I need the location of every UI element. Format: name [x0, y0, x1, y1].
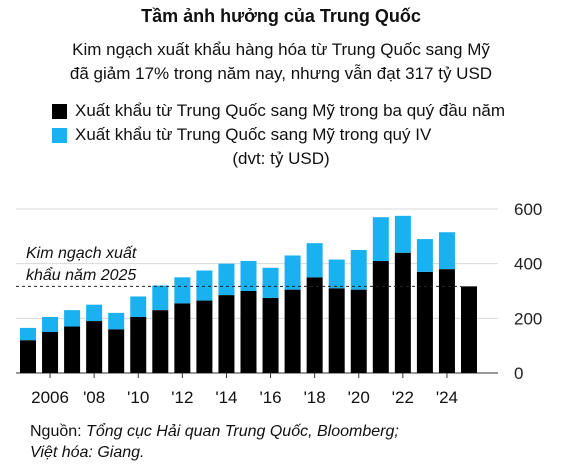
bar-q4	[64, 310, 81, 327]
x-tick-label: '14	[215, 388, 237, 407]
chart-title: Tầm ảnh hưởng của Trung Quốc	[141, 6, 421, 26]
bar-first-three-quarters	[328, 288, 345, 373]
bar-first-three-quarters	[196, 300, 213, 373]
source-prefix: Nguồn:	[30, 423, 87, 440]
x-tick-label: '12	[171, 388, 193, 407]
annotation-line: Kim ngạch xuất	[26, 245, 137, 262]
x-tick-label: '20	[348, 388, 370, 407]
legend: Xuất khẩu từ Trung Quốc sang Mỹ trong ba…	[52, 99, 505, 147]
credit-text: Việt hóa: Giang.	[30, 444, 145, 461]
bar-first-three-quarters	[130, 316, 147, 373]
bar-q4	[306, 243, 323, 278]
bar-q4	[350, 250, 367, 290]
bar-first-three-quarters	[372, 260, 389, 373]
legend-item-first-three-quarters: Xuất khẩu từ Trung Quốc sang Mỹ trong ba…	[52, 99, 505, 123]
bar-first-three-quarters	[42, 332, 59, 373]
legend-item-q4: Xuất khẩu từ Trung Quốc sang Mỹ trong qu…	[52, 123, 505, 147]
bar-q4	[174, 277, 191, 304]
x-tick-label: '24	[436, 388, 458, 407]
y-tick-label: 200	[514, 309, 542, 328]
bar-q4	[108, 312, 125, 330]
bar-q4	[86, 304, 103, 322]
bar-first-three-quarters	[108, 329, 125, 373]
bar-first-three-quarters	[438, 269, 455, 373]
bar-q4	[42, 316, 59, 332]
bar-q4	[240, 260, 257, 291]
bar-first-three-quarters	[152, 310, 169, 373]
x-tick-label: '16	[259, 388, 281, 407]
bar-q4	[438, 232, 455, 270]
x-tick-label: 2006	[31, 388, 69, 407]
bar-q4	[20, 327, 36, 341]
bar-q4	[262, 267, 279, 298]
bar-q4	[196, 270, 213, 301]
bar-first-three-quarters	[64, 326, 81, 373]
source-text: Tổng cục Hải quan Trung Quốc, Bloomberg;	[86, 423, 399, 440]
bar-first-three-quarters	[174, 303, 191, 373]
bar-first-three-quarters	[218, 295, 235, 373]
bar-first-three-quarters	[394, 252, 411, 373]
bar-q4	[284, 255, 301, 290]
legend-swatch-blue	[52, 127, 67, 143]
bar-q4	[130, 296, 147, 317]
legend-label: Xuất khẩu từ Trung Quốc sang Mỹ trong qu…	[75, 125, 432, 144]
unit-label: (dvt: tỷ USD)	[232, 149, 330, 168]
chart-subtitle: Kim ngạch xuất khẩu hàng hóa từ Trung Qu…	[0, 38, 562, 86]
x-tick-label: '18	[304, 388, 326, 407]
legend-swatch-black	[52, 103, 67, 119]
bar-q4	[218, 263, 235, 296]
bar-first-three-quarters	[262, 297, 279, 373]
bar-first-three-quarters	[416, 271, 433, 373]
bar-first-three-quarters	[20, 340, 36, 373]
bar-q4	[152, 285, 169, 311]
bar-first-three-quarters	[306, 277, 323, 373]
bar-q4	[328, 259, 345, 289]
bar-first-three-quarters	[86, 321, 103, 373]
y-tick-label: 600	[514, 200, 542, 219]
legend-label: Xuất khẩu từ Trung Quốc sang Mỹ trong ba…	[75, 101, 506, 120]
bar-first-three-quarters	[461, 286, 477, 373]
bar-first-three-quarters	[284, 289, 301, 373]
x-tick-label: '10	[127, 388, 149, 407]
x-tick-label: '22	[392, 388, 414, 407]
y-tick-label: 400	[514, 255, 542, 274]
source-note: Nguồn: Tổng cục Hải quan Trung Quốc, Blo…	[30, 421, 399, 463]
subtitle-line-2: đã giảm 17% trong năm nay, nhưng vẫn đạt…	[69, 64, 493, 83]
x-tick-label: '08	[83, 388, 105, 407]
bar-q4	[394, 215, 411, 253]
y-tick-label: 0	[514, 364, 523, 383]
bar-first-three-quarters	[240, 291, 257, 373]
bar-q4	[372, 217, 389, 261]
bar-q4	[416, 239, 433, 272]
subtitle-line-1: Kim ngạch xuất khẩu hàng hóa từ Trung Qu…	[72, 40, 490, 59]
annotation-line: khẩu năm 2025	[26, 266, 136, 284]
bar-first-three-quarters	[350, 289, 367, 373]
